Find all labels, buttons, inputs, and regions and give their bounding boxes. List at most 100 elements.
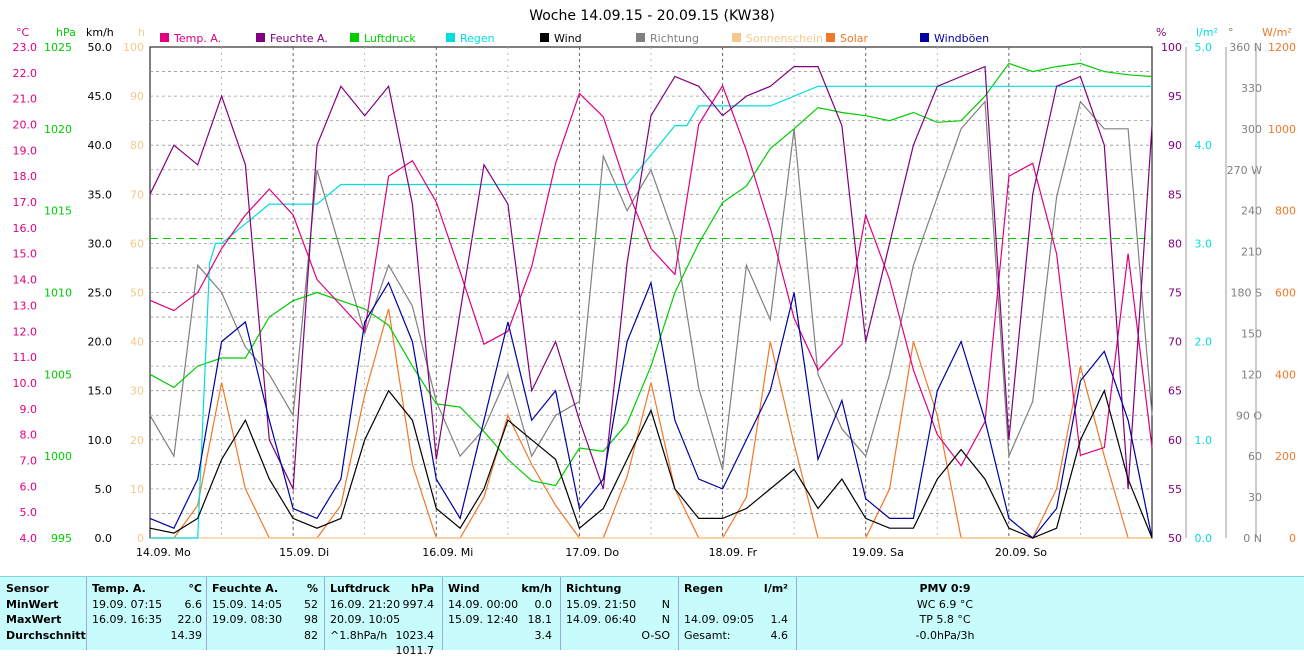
axis-tick-kmh: 30.0 xyxy=(88,237,113,250)
axis-unit-wm2: W/m² xyxy=(1262,26,1292,39)
hdr-regen: Regen xyxy=(684,582,724,595)
day-label: 17.09. Do xyxy=(565,546,619,559)
axis-tick-h: 20 xyxy=(130,434,144,447)
series-line-regen xyxy=(150,85,1152,539)
legend: Temp. A. Feuchte A. Luftdruck Regen Wind Rich… xyxy=(160,32,989,45)
axis-tick-deg: 360 N xyxy=(1229,41,1262,54)
axis-tick-deg: 210 xyxy=(1241,246,1262,259)
axis-tick-h: 100 xyxy=(123,41,144,54)
grid xyxy=(150,47,1152,538)
axis-tick-pct: 50 xyxy=(1168,532,1182,545)
axis-tick-temp: 19.0 xyxy=(13,144,38,157)
temp-max-time: 16.09. 16:35 xyxy=(92,613,163,626)
legend-label: Regen xyxy=(460,32,495,45)
axis-tick-temp: 5.0 xyxy=(20,506,38,519)
richt-max-val: N xyxy=(661,613,670,626)
axis-tick-kmh: 5.0 xyxy=(95,483,113,496)
axis-tick-temp: 10.0 xyxy=(13,377,38,390)
axis-tick-temp: 6.0 xyxy=(20,480,38,493)
axis-tick-hpa: 1010 xyxy=(44,287,72,300)
axis-tick-temp: 7.0 xyxy=(20,454,38,467)
wind-avg-val: 3.4 xyxy=(534,628,553,642)
stats-luft-col: Luftdruck hPa 16.09. 21:20 997.4 20.09. 10… xyxy=(330,581,434,659)
stats-header-sensor: Sensor xyxy=(6,582,49,595)
stats-wind-col: Wind km/h 14.09. 00:00 0.0 15.09. 12:40 18.… xyxy=(448,581,552,643)
luft-trend: ^1.8hPa/h xyxy=(330,628,388,642)
pmv-trend: -0.0hPa/3h xyxy=(915,628,975,642)
axis-tick-hpa: 995 xyxy=(51,532,72,545)
hdr-temp-unit: °C xyxy=(188,582,202,595)
axis-tick-lm2: 4.0 xyxy=(1195,139,1213,152)
hdr-wind: Wind xyxy=(448,582,480,595)
day-label: 14.09. Mo xyxy=(136,546,191,559)
feuchte-max-time: 19.09. 08:30 xyxy=(212,613,283,626)
legend-swatch xyxy=(446,33,455,42)
legend-label: Feuchte A. xyxy=(270,32,328,45)
axis-tick-lm2: 5.0 xyxy=(1195,41,1213,54)
axis-tick-wm2: 600 xyxy=(1275,287,1296,300)
axis-tick-wm2: 0 xyxy=(1289,532,1296,545)
hdr-wind-unit: km/h xyxy=(521,582,552,595)
day-labels: 14.09. Mo 15.09. Di 16.09. Mi 17.09. Do 18.0… xyxy=(136,546,1047,559)
series-line-windben xyxy=(149,280,1153,539)
axis-tick-temp: 16.0 xyxy=(13,222,38,235)
axis-tick-temp: 15.0 xyxy=(13,248,38,261)
richt-avg-val: O-SO xyxy=(641,628,670,642)
stats-regen-col: Regen l/m² 14.09. 09:05 1.4 Gesamt: 4.6 xyxy=(684,581,788,643)
axis-tick-deg: 240 xyxy=(1241,205,1262,218)
stats-feuchte-col: Feuchte A.% 15.09. 14:05 52 19.09. 08:30 9… xyxy=(212,581,318,643)
axis-tick-wm2: 800 xyxy=(1275,205,1296,218)
luft-min-val: 997.4 xyxy=(402,597,435,611)
legend-swatch xyxy=(920,33,929,42)
axis-tick-pct: 75 xyxy=(1168,287,1182,300)
axis-tick-wm2: 1200 xyxy=(1268,41,1296,54)
series-line-luftdruck xyxy=(149,62,1153,487)
day-label: 15.09. Di xyxy=(279,546,329,559)
axis-unit-pct: % xyxy=(1156,26,1166,39)
axis-tick-pct: 70 xyxy=(1168,336,1182,349)
day-label: 20.09. So xyxy=(995,546,1047,559)
row-label-min: MinWert xyxy=(6,597,59,611)
axis-tick-deg: 150 xyxy=(1241,327,1262,340)
axis-tick-wm2: 200 xyxy=(1275,450,1296,463)
stats-pmv-col: PMV 0:9 WC 6.9 °C TP 5.8 °C -0.0hPa/3h xyxy=(880,581,1010,643)
axis-tick-deg: 330 xyxy=(1241,82,1262,95)
axis-tick-h: 70 xyxy=(130,188,144,201)
day-label: 19.09. Sa xyxy=(852,546,904,559)
pmv-tp: TP 5.8 °C xyxy=(919,613,971,626)
legend-label: Windböen xyxy=(934,32,989,45)
axes: °C 23.0 22.0 21.0 20.0 19.0 18.0 17.0 16.0 15.0 14… xyxy=(13,26,1297,545)
axis-tick-temp: 23.0 xyxy=(13,41,38,54)
legend-swatch xyxy=(732,33,741,42)
axis-tick-deg: 60 xyxy=(1248,450,1262,463)
axis-tick-kmh: 25.0 xyxy=(88,287,113,300)
axis-tick-temp: 22.0 xyxy=(13,67,38,80)
axis-tick-pct: 95 xyxy=(1168,90,1182,103)
axis-tick-kmh: 40.0 xyxy=(88,139,113,152)
axis-tick-hpa: 1025 xyxy=(44,41,72,54)
feuchte-avg-val: 82 xyxy=(304,628,318,642)
axis-tick-h: 10 xyxy=(130,483,144,496)
wind-min-time: 14.09. 00:00 xyxy=(448,597,519,611)
axis-tick-pct: 85 xyxy=(1168,188,1182,201)
luft-max-val: 1023.4 xyxy=(395,628,435,642)
legend-label: Temp. A. xyxy=(173,32,221,45)
legend-label: Sonnenschein xyxy=(746,32,823,45)
axis-tick-temp: 4.0 xyxy=(20,532,38,545)
legend-swatch xyxy=(350,33,359,42)
axis-tick-kmh: 35.0 xyxy=(88,188,113,201)
hdr-richtung: Richtung xyxy=(566,582,622,595)
axis-tick-lm2: 2.0 xyxy=(1195,336,1213,349)
axis-tick-pct: 55 xyxy=(1168,483,1182,496)
axis-unit-lm2: l/m² xyxy=(1196,26,1218,39)
axis-tick-kmh: 10.0 xyxy=(88,434,113,447)
regen-max-time: 14.09. 09:05 xyxy=(684,613,755,626)
axis-tick-temp: 9.0 xyxy=(20,403,38,416)
axis-tick-temp: 20.0 xyxy=(13,119,38,132)
axis-tick-h: 80 xyxy=(130,139,144,152)
axis-tick-wm2: 400 xyxy=(1275,368,1296,381)
axis-tick-deg: 120 xyxy=(1241,368,1262,381)
regen-total-label: Gesamt: xyxy=(684,628,731,642)
axis-tick-h: 60 xyxy=(130,237,144,250)
legend-swatch xyxy=(256,33,265,42)
